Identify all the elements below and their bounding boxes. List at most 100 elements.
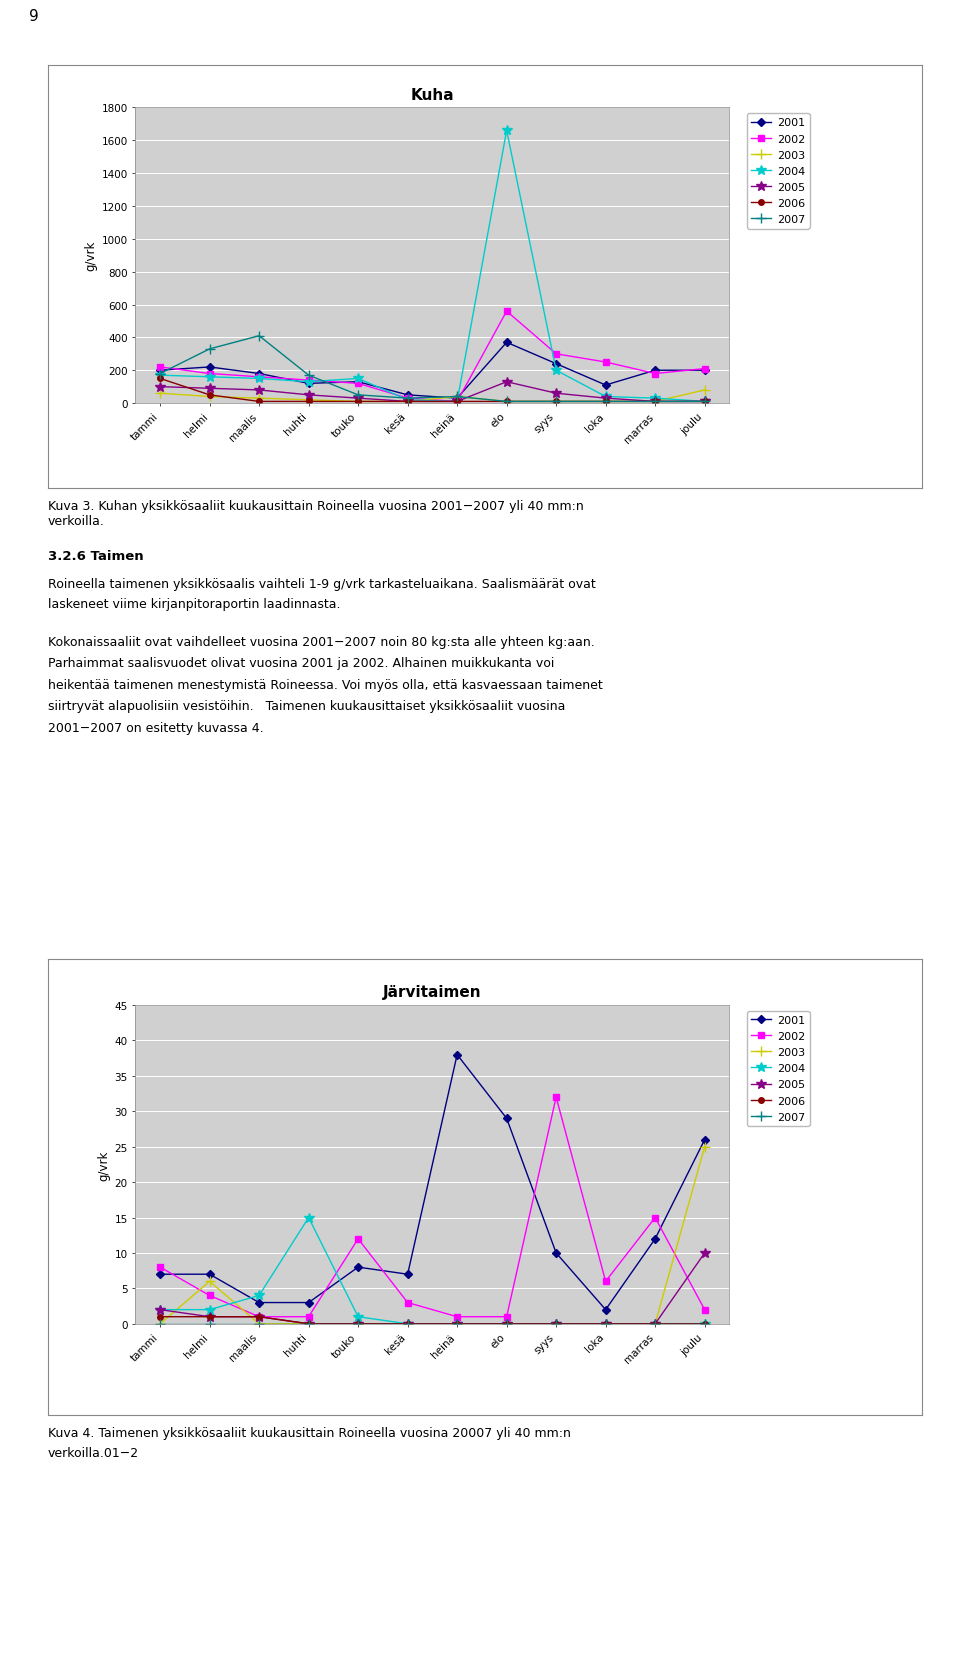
2004 [600, 1314, 612, 1334]
2002 [451, 392, 463, 412]
2007 [550, 392, 562, 412]
2001 [699, 1130, 710, 1150]
2002 [600, 1271, 612, 1291]
2006 [402, 1314, 414, 1334]
2003 [204, 1271, 215, 1291]
2003 [302, 1314, 314, 1334]
2001 [253, 1293, 265, 1312]
2004 [155, 366, 166, 386]
2006 [155, 1307, 166, 1327]
2005 [550, 1314, 562, 1334]
2006 [550, 1314, 562, 1334]
2006 [501, 1314, 513, 1334]
2007 [204, 1314, 215, 1334]
Line: 2003: 2003 [156, 386, 709, 407]
2002 [550, 344, 562, 364]
Line: 2003: 2003 [156, 1142, 709, 1329]
2003 [352, 392, 364, 412]
2003 [155, 384, 166, 404]
2007 [600, 1314, 612, 1334]
2004 [649, 1314, 660, 1334]
2004 [501, 1314, 513, 1334]
2005 [451, 1314, 463, 1334]
2005 [204, 1307, 215, 1327]
2002 [253, 367, 265, 387]
2005 [699, 1243, 710, 1263]
Line: 2007: 2007 [156, 331, 709, 407]
2001 [550, 1243, 562, 1263]
2007 [253, 1314, 265, 1334]
2007 [699, 392, 710, 412]
2005 [352, 1314, 364, 1334]
2002 [550, 1087, 562, 1107]
Line: 2004: 2004 [156, 126, 709, 407]
2001 [699, 361, 710, 381]
2007 [649, 392, 660, 412]
2006 [649, 392, 660, 412]
2004 [204, 367, 215, 387]
2002 [352, 374, 364, 394]
2005 [402, 392, 414, 412]
Line: 2007: 2007 [156, 1319, 709, 1329]
2006 [155, 369, 166, 389]
2001 [649, 1230, 660, 1250]
2007 [402, 389, 414, 409]
Text: Kuha: Kuha [411, 88, 454, 103]
2003 [155, 1314, 166, 1334]
2002 [649, 364, 660, 384]
2001 [501, 1109, 513, 1129]
2006 [600, 1314, 612, 1334]
2005 [253, 381, 265, 401]
2007 [451, 387, 463, 407]
2002 [204, 1286, 215, 1306]
2001 [302, 1293, 314, 1312]
Legend: 2001, 2002, 2003, 2004, 2005, 2006, 2007: 2001, 2002, 2003, 2004, 2005, 2006, 2007 [747, 1011, 809, 1127]
2005 [699, 392, 710, 412]
2002 [302, 371, 314, 391]
Line: 2006: 2006 [157, 376, 708, 405]
2004 [302, 372, 314, 392]
2004 [451, 392, 463, 412]
2006 [302, 392, 314, 412]
2007 [155, 1314, 166, 1334]
2001 [501, 333, 513, 353]
2004 [550, 1314, 562, 1334]
2002 [699, 1299, 710, 1319]
2006 [253, 1307, 265, 1327]
2003 [402, 392, 414, 412]
2006 [352, 1314, 364, 1334]
Text: Kuva 4. Taimenen yksikkösaaliit kuukausittain Roineella vuosina 20007 yli 40 mm:: Kuva 4. Taimenen yksikkösaaliit kuukausi… [48, 1427, 571, 1440]
2004 [204, 1299, 215, 1319]
2006 [699, 1314, 710, 1334]
2006 [451, 392, 463, 412]
2002 [302, 1307, 314, 1327]
Line: 2005: 2005 [156, 1248, 709, 1329]
2003 [600, 1314, 612, 1334]
2006 [649, 1314, 660, 1334]
2004 [253, 1286, 265, 1306]
Line: 2005: 2005 [156, 377, 709, 407]
2001 [253, 364, 265, 384]
2004 [649, 389, 660, 409]
2005 [501, 1314, 513, 1334]
2007 [501, 1314, 513, 1334]
2007 [352, 1314, 364, 1334]
2005 [501, 372, 513, 392]
2003 [451, 387, 463, 407]
2001 [352, 372, 364, 392]
2002 [204, 364, 215, 384]
Line: 2006: 2006 [157, 1314, 708, 1327]
2001 [204, 357, 215, 377]
2003 [550, 1314, 562, 1334]
2004 [253, 369, 265, 389]
2006 [352, 392, 364, 412]
2003 [501, 392, 513, 412]
Line: 2002: 2002 [157, 1094, 708, 1319]
Y-axis label: g/vrk: g/vrk [84, 242, 97, 271]
2001 [600, 376, 612, 396]
2005 [649, 392, 660, 412]
2006 [451, 1314, 463, 1334]
2003 [352, 1314, 364, 1334]
2001 [550, 354, 562, 374]
2007 [402, 1314, 414, 1334]
